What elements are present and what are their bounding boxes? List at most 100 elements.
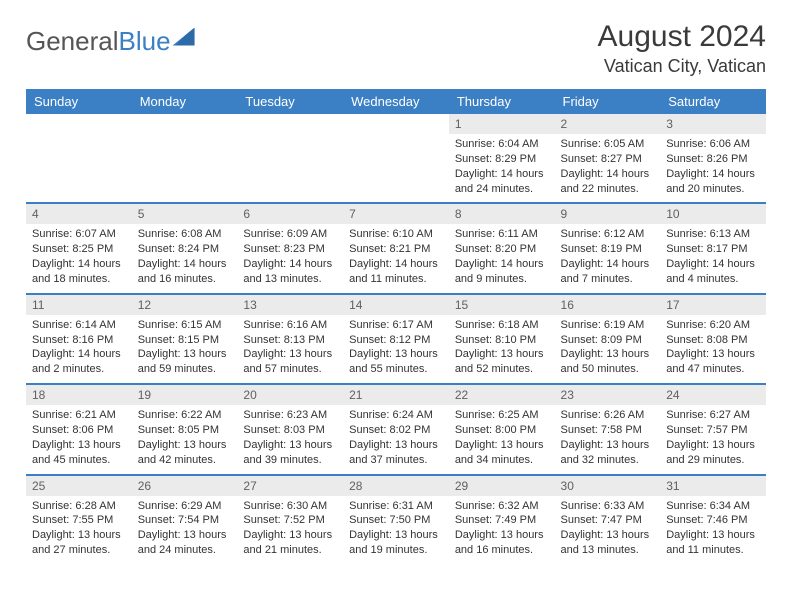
day-content: Sunrise: 6:16 AMSunset: 8:13 PMDaylight:…: [237, 315, 343, 383]
calendar-day-cell: 3Sunrise: 6:06 AMSunset: 8:26 PMDaylight…: [660, 114, 766, 203]
calendar-day-cell: 30Sunrise: 6:33 AMSunset: 7:47 PMDayligh…: [555, 475, 661, 564]
sunset-text: Sunset: 8:29 PM: [455, 152, 549, 167]
sunset-text: Sunset: 7:49 PM: [455, 513, 549, 528]
sunrise-text: Sunrise: 6:10 AM: [349, 227, 443, 242]
day-content: Sunrise: 6:32 AMSunset: 7:49 PMDaylight:…: [449, 496, 555, 564]
sunrise-text: Sunrise: 6:06 AM: [666, 137, 760, 152]
day-number: 14: [343, 295, 449, 315]
calendar-day-cell: 9Sunrise: 6:12 AMSunset: 8:19 PMDaylight…: [555, 203, 661, 293]
day-content: Sunrise: 6:19 AMSunset: 8:09 PMDaylight:…: [555, 315, 661, 383]
sunset-text: Sunset: 8:21 PM: [349, 242, 443, 257]
day-number: 24: [660, 385, 766, 405]
sunrise-text: Sunrise: 6:32 AM: [455, 499, 549, 514]
sunrise-text: Sunrise: 6:11 AM: [455, 227, 549, 242]
sunset-text: Sunset: 7:50 PM: [349, 513, 443, 528]
sunrise-text: Sunrise: 6:21 AM: [32, 408, 126, 423]
sunrise-text: Sunrise: 6:16 AM: [243, 318, 337, 333]
calendar-day-cell: 31Sunrise: 6:34 AMSunset: 7:46 PMDayligh…: [660, 475, 766, 564]
sunset-text: Sunset: 8:08 PM: [666, 333, 760, 348]
daylight-text: Daylight: 13 hours and 24 minutes.: [138, 528, 232, 558]
calendar-day-cell: 2Sunrise: 6:05 AMSunset: 8:27 PMDaylight…: [555, 114, 661, 203]
sunset-text: Sunset: 7:52 PM: [243, 513, 337, 528]
sunset-text: Sunset: 7:46 PM: [666, 513, 760, 528]
day-number: 1: [449, 114, 555, 134]
day-content: Sunrise: 6:30 AMSunset: 7:52 PMDaylight:…: [237, 496, 343, 564]
day-number: 16: [555, 295, 661, 315]
sunrise-text: Sunrise: 6:27 AM: [666, 408, 760, 423]
sunrise-text: Sunrise: 6:28 AM: [32, 499, 126, 514]
weekday-header-row: SundayMondayTuesdayWednesdayThursdayFrid…: [26, 89, 766, 114]
daylight-text: Daylight: 13 hours and 45 minutes.: [32, 438, 126, 468]
sunrise-text: Sunrise: 6:09 AM: [243, 227, 337, 242]
logo-text-part2: Blue: [119, 26, 171, 57]
day-number: 8: [449, 204, 555, 224]
day-content: Sunrise: 6:07 AMSunset: 8:25 PMDaylight:…: [26, 224, 132, 292]
day-content: Sunrise: 6:12 AMSunset: 8:19 PMDaylight:…: [555, 224, 661, 292]
day-content: Sunrise: 6:29 AMSunset: 7:54 PMDaylight:…: [132, 496, 238, 564]
sunrise-text: Sunrise: 6:31 AM: [349, 499, 443, 514]
calendar-week-row: 4Sunrise: 6:07 AMSunset: 8:25 PMDaylight…: [26, 203, 766, 293]
daylight-text: Daylight: 14 hours and 20 minutes.: [666, 167, 760, 197]
calendar-week-row: 25Sunrise: 6:28 AMSunset: 7:55 PMDayligh…: [26, 475, 766, 564]
calendar-empty-cell: [26, 114, 132, 203]
day-content: Sunrise: 6:04 AMSunset: 8:29 PMDaylight:…: [449, 134, 555, 202]
day-content: Sunrise: 6:20 AMSunset: 8:08 PMDaylight:…: [660, 315, 766, 383]
weekday-header: Monday: [132, 89, 238, 114]
day-content: Sunrise: 6:28 AMSunset: 7:55 PMDaylight:…: [26, 496, 132, 564]
sunset-text: Sunset: 8:17 PM: [666, 242, 760, 257]
calendar-empty-cell: [132, 114, 238, 203]
day-number: 4: [26, 204, 132, 224]
sunrise-text: Sunrise: 6:29 AM: [138, 499, 232, 514]
daylight-text: Daylight: 13 hours and 39 minutes.: [243, 438, 337, 468]
day-content: Sunrise: 6:15 AMSunset: 8:15 PMDaylight:…: [132, 315, 238, 383]
calendar-day-cell: 5Sunrise: 6:08 AMSunset: 8:24 PMDaylight…: [132, 203, 238, 293]
sunrise-text: Sunrise: 6:24 AM: [349, 408, 443, 423]
daylight-text: Daylight: 14 hours and 2 minutes.: [32, 347, 126, 377]
calendar-body: 1Sunrise: 6:04 AMSunset: 8:29 PMDaylight…: [26, 114, 766, 564]
day-content: Sunrise: 6:26 AMSunset: 7:58 PMDaylight:…: [555, 405, 661, 473]
calendar-day-cell: 22Sunrise: 6:25 AMSunset: 8:00 PMDayligh…: [449, 384, 555, 474]
daylight-text: Daylight: 13 hours and 21 minutes.: [243, 528, 337, 558]
calendar-day-cell: 18Sunrise: 6:21 AMSunset: 8:06 PMDayligh…: [26, 384, 132, 474]
sunrise-text: Sunrise: 6:04 AM: [455, 137, 549, 152]
sunrise-text: Sunrise: 6:08 AM: [138, 227, 232, 242]
weekday-header: Wednesday: [343, 89, 449, 114]
day-number: 13: [237, 295, 343, 315]
day-number: 17: [660, 295, 766, 315]
sunrise-text: Sunrise: 6:12 AM: [561, 227, 655, 242]
daylight-text: Daylight: 13 hours and 32 minutes.: [561, 438, 655, 468]
calendar-day-cell: 7Sunrise: 6:10 AMSunset: 8:21 PMDaylight…: [343, 203, 449, 293]
day-content: Sunrise: 6:21 AMSunset: 8:06 PMDaylight:…: [26, 405, 132, 473]
day-content: Sunrise: 6:34 AMSunset: 7:46 PMDaylight:…: [660, 496, 766, 564]
daylight-text: Daylight: 14 hours and 7 minutes.: [561, 257, 655, 287]
sunset-text: Sunset: 8:25 PM: [32, 242, 126, 257]
sunrise-text: Sunrise: 6:22 AM: [138, 408, 232, 423]
daylight-text: Daylight: 13 hours and 16 minutes.: [455, 528, 549, 558]
daylight-text: Daylight: 13 hours and 57 minutes.: [243, 347, 337, 377]
day-number: 6: [237, 204, 343, 224]
calendar-day-cell: 29Sunrise: 6:32 AMSunset: 7:49 PMDayligh…: [449, 475, 555, 564]
daylight-text: Daylight: 14 hours and 22 minutes.: [561, 167, 655, 197]
day-number: 29: [449, 476, 555, 496]
sunset-text: Sunset: 8:24 PM: [138, 242, 232, 257]
daylight-text: Daylight: 13 hours and 11 minutes.: [666, 528, 760, 558]
day-content: Sunrise: 6:24 AMSunset: 8:02 PMDaylight:…: [343, 405, 449, 473]
sunset-text: Sunset: 8:00 PM: [455, 423, 549, 438]
calendar-table: SundayMondayTuesdayWednesdayThursdayFrid…: [26, 89, 766, 564]
sunrise-text: Sunrise: 6:19 AM: [561, 318, 655, 333]
daylight-text: Daylight: 13 hours and 50 minutes.: [561, 347, 655, 377]
day-number: 18: [26, 385, 132, 405]
daylight-text: Daylight: 13 hours and 27 minutes.: [32, 528, 126, 558]
daylight-text: Daylight: 14 hours and 13 minutes.: [243, 257, 337, 287]
sunset-text: Sunset: 7:57 PM: [666, 423, 760, 438]
calendar-day-cell: 15Sunrise: 6:18 AMSunset: 8:10 PMDayligh…: [449, 294, 555, 384]
daylight-text: Daylight: 13 hours and 34 minutes.: [455, 438, 549, 468]
calendar-day-cell: 11Sunrise: 6:14 AMSunset: 8:16 PMDayligh…: [26, 294, 132, 384]
calendar-day-cell: 13Sunrise: 6:16 AMSunset: 8:13 PMDayligh…: [237, 294, 343, 384]
day-content: Sunrise: 6:14 AMSunset: 8:16 PMDaylight:…: [26, 315, 132, 383]
day-content: Sunrise: 6:17 AMSunset: 8:12 PMDaylight:…: [343, 315, 449, 383]
sunrise-text: Sunrise: 6:14 AM: [32, 318, 126, 333]
sunset-text: Sunset: 7:54 PM: [138, 513, 232, 528]
calendar-day-cell: 25Sunrise: 6:28 AMSunset: 7:55 PMDayligh…: [26, 475, 132, 564]
day-content: Sunrise: 6:09 AMSunset: 8:23 PMDaylight:…: [237, 224, 343, 292]
